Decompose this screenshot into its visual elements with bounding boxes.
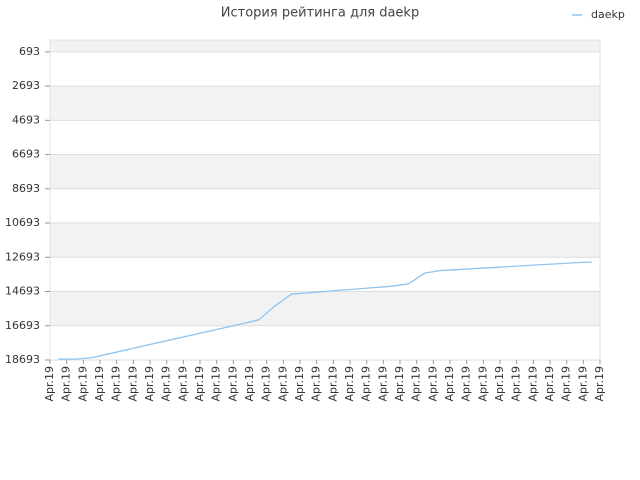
y-tick-label: 10693 bbox=[5, 216, 40, 229]
x-tick-label: Apr.19 bbox=[126, 366, 139, 402]
x-tick-label: Apr.19 bbox=[593, 366, 606, 402]
x-tick-label: Apr.19 bbox=[193, 366, 206, 402]
x-tick-label: Apr.19 bbox=[260, 366, 273, 402]
legend-label: daekp bbox=[591, 8, 625, 21]
x-tick-label: Apr.19 bbox=[43, 366, 56, 402]
x-tick-label: Apr.19 bbox=[443, 366, 456, 402]
x-tick-label: Apr.19 bbox=[410, 366, 423, 402]
x-tick-label: Apr.19 bbox=[543, 366, 556, 402]
plot-band bbox=[50, 257, 600, 292]
y-tick-label: 4693 bbox=[12, 113, 40, 126]
plot-band bbox=[50, 188, 600, 224]
plot-band bbox=[50, 223, 600, 258]
x-tick-label: Apr.19 bbox=[326, 366, 339, 402]
x-tick-label: Apr.19 bbox=[493, 366, 506, 402]
x-tick-label: Apr.19 bbox=[310, 366, 323, 402]
x-tick-label: Apr.19 bbox=[393, 366, 406, 402]
series-line bbox=[58, 261, 592, 360]
x-tick-label: Apr.19 bbox=[210, 366, 223, 402]
plot-band bbox=[50, 51, 600, 87]
x-tick-label: Apr.19 bbox=[343, 366, 356, 402]
x-tick-label: Apr.19 bbox=[110, 366, 123, 402]
x-tick-label: Apr.19 bbox=[576, 366, 589, 402]
plot-band bbox=[50, 154, 600, 189]
y-tick-label: 14693 bbox=[5, 285, 40, 298]
x-tick-label: Apr.19 bbox=[226, 366, 239, 402]
x-tick-label: Apr.19 bbox=[293, 366, 306, 402]
y-tick-label: 8693 bbox=[12, 182, 40, 195]
x-tick-label: Apr.19 bbox=[176, 366, 189, 402]
x-tick-label: Apr.19 bbox=[76, 366, 89, 402]
x-tick-label: Apr.19 bbox=[160, 366, 173, 402]
plot-band bbox=[50, 325, 600, 360]
y-tick-label: 2693 bbox=[12, 79, 40, 92]
chart-title: История рейтинга для daekp bbox=[221, 6, 419, 21]
x-tick-label: Apr.19 bbox=[93, 366, 106, 402]
x-tick-label: Apr.19 bbox=[376, 366, 389, 402]
y-tick-label: 16693 bbox=[5, 319, 40, 332]
y-tick-label: 6693 bbox=[12, 148, 40, 161]
plot-band bbox=[50, 86, 600, 121]
x-tick-label: Apr.19 bbox=[510, 366, 523, 402]
x-tick-label: Apr.19 bbox=[526, 366, 539, 402]
x-tick-label: Apr.19 bbox=[426, 366, 439, 402]
plot-band bbox=[50, 291, 600, 326]
x-tick-label: Apr.19 bbox=[560, 366, 573, 402]
x-tick-label: Apr.19 bbox=[360, 366, 373, 402]
x-tick-label: Apr.19 bbox=[243, 366, 256, 402]
x-tick-label: Apr.19 bbox=[276, 366, 289, 402]
plot-band bbox=[50, 40, 600, 52]
x-tick-label: Apr.19 bbox=[143, 366, 156, 402]
plot-band bbox=[50, 120, 600, 155]
y-tick-label: 12693 bbox=[5, 250, 40, 263]
x-tick-label: Apr.19 bbox=[476, 366, 489, 402]
y-tick-label: 18693 bbox=[5, 353, 40, 366]
x-tick-label: Apr.19 bbox=[460, 366, 473, 402]
y-tick-label: 693 bbox=[19, 45, 40, 58]
x-tick-label: Apr.19 bbox=[60, 366, 73, 402]
